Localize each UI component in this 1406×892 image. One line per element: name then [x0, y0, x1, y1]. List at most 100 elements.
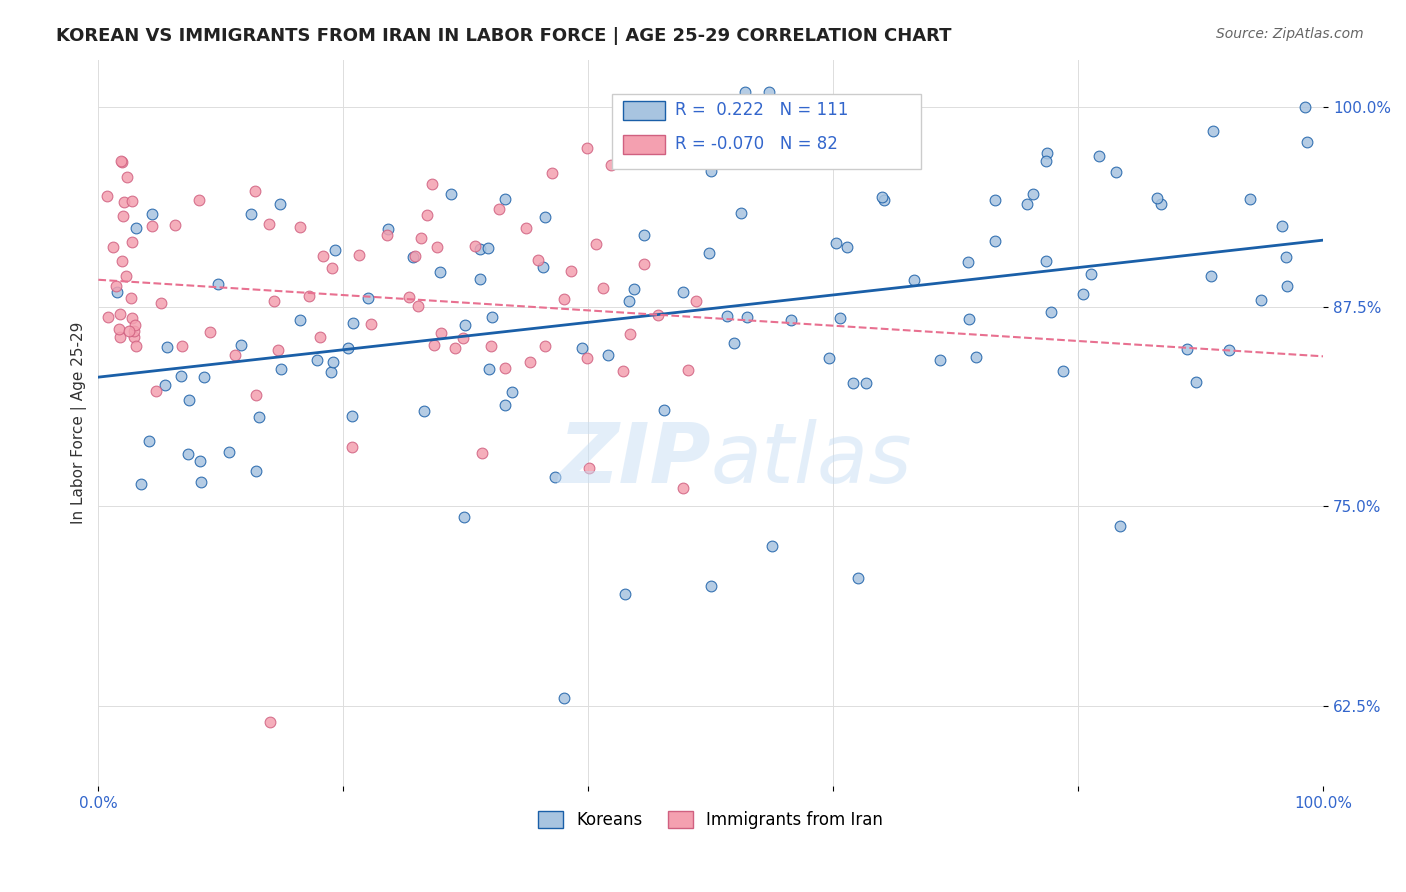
Point	[585, 236, 607, 251]
Point	[716, 309, 738, 323]
Point	[406, 300, 429, 314]
Point	[398, 290, 420, 304]
Point	[575, 140, 598, 154]
Point	[633, 257, 655, 271]
Point	[479, 339, 502, 353]
Point	[150, 296, 173, 310]
Y-axis label: In Labor Force | Age 25-29: In Labor Force | Age 25-29	[72, 321, 87, 524]
Point	[193, 370, 215, 384]
Point	[575, 351, 598, 365]
Point	[243, 184, 266, 198]
Point	[429, 326, 451, 341]
Point	[837, 240, 859, 254]
Point	[267, 343, 290, 357]
Point	[672, 285, 695, 300]
Point	[138, 434, 160, 448]
Point	[323, 243, 346, 257]
Point	[957, 311, 980, 326]
Text: ZIP: ZIP	[558, 418, 711, 500]
Point	[780, 313, 803, 327]
Point	[526, 253, 548, 268]
Point	[824, 235, 846, 250]
Point	[360, 317, 382, 331]
Point	[700, 164, 723, 178]
Point	[818, 351, 841, 365]
Point	[468, 242, 491, 256]
Point	[478, 362, 501, 376]
Point	[652, 403, 675, 417]
Point	[730, 206, 752, 220]
Point	[598, 348, 620, 362]
Point	[578, 460, 600, 475]
Point	[290, 220, 312, 235]
Text: atlas: atlas	[711, 418, 912, 500]
Point	[685, 293, 707, 308]
Point	[402, 250, 425, 264]
Point	[413, 404, 436, 418]
Point	[1199, 268, 1222, 283]
Point	[170, 368, 193, 383]
Point	[426, 240, 449, 254]
Point	[224, 348, 246, 362]
Point	[321, 260, 343, 275]
Point	[560, 264, 582, 278]
Point	[122, 329, 145, 343]
Point	[207, 277, 229, 291]
Point	[124, 318, 146, 333]
Point	[288, 313, 311, 327]
Point	[1175, 342, 1198, 356]
Legend: Koreans, Immigrants from Iran: Koreans, Immigrants from Iran	[531, 804, 890, 836]
Point	[263, 293, 285, 308]
Point	[454, 318, 477, 333]
Point	[108, 321, 131, 335]
Point	[471, 446, 494, 460]
Point	[929, 352, 952, 367]
Point	[553, 292, 575, 306]
Point	[983, 193, 1005, 207]
Point	[676, 363, 699, 377]
Point	[309, 330, 332, 344]
Point	[533, 339, 555, 353]
Point	[120, 291, 142, 305]
Text: Source: ZipAtlas.com: Source: ZipAtlas.com	[1216, 27, 1364, 41]
Point	[97, 310, 120, 325]
Point	[198, 326, 221, 340]
Point	[342, 440, 364, 454]
Point	[872, 190, 894, 204]
Point	[723, 336, 745, 351]
Point	[1202, 123, 1225, 137]
Point	[269, 196, 291, 211]
Point	[612, 364, 634, 378]
Point	[873, 193, 896, 207]
Point	[1104, 165, 1126, 179]
Point	[534, 210, 557, 224]
Point	[481, 310, 503, 325]
Point	[956, 255, 979, 269]
Point	[494, 360, 516, 375]
Point	[218, 445, 240, 459]
Point	[855, 376, 877, 390]
Point	[245, 387, 267, 401]
Point	[592, 281, 614, 295]
Point	[571, 342, 593, 356]
Point	[118, 324, 141, 338]
Point	[965, 350, 987, 364]
Point	[176, 447, 198, 461]
Point	[179, 393, 201, 408]
Point	[1022, 187, 1045, 202]
Point	[1036, 145, 1059, 160]
Point	[633, 228, 655, 243]
Point	[700, 579, 723, 593]
Point	[259, 714, 281, 729]
Point	[245, 464, 267, 478]
Point	[1088, 149, 1111, 163]
Point	[322, 354, 344, 368]
Point	[121, 311, 143, 326]
Point	[501, 384, 523, 399]
Point	[270, 362, 292, 376]
Point	[1015, 197, 1038, 211]
Point	[1109, 518, 1132, 533]
Point	[190, 454, 212, 468]
Point	[1039, 305, 1062, 319]
Point	[342, 316, 364, 330]
